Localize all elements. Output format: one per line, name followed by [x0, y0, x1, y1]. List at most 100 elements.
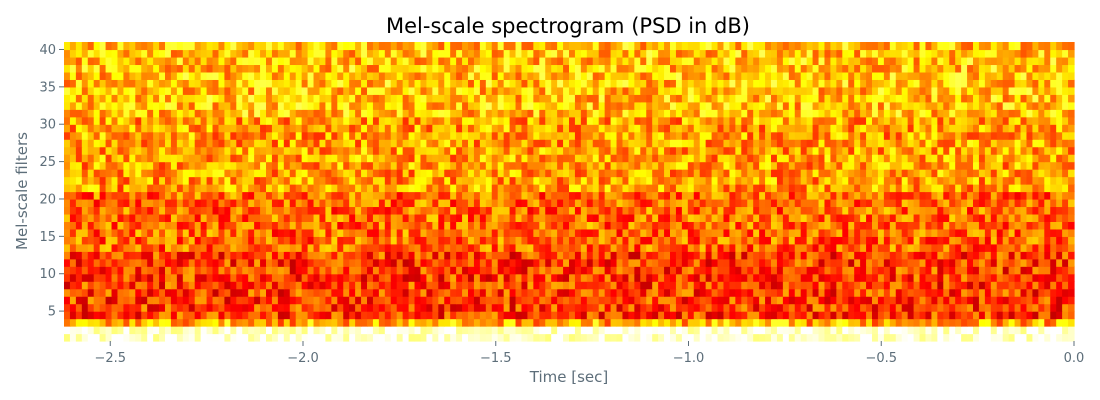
- heatmap-cell: [1026, 124, 1034, 133]
- heatmap-cell: [266, 311, 273, 320]
- heatmap-cell: [99, 206, 107, 215]
- heatmap-cell: [402, 318, 410, 327]
- heatmap-cell: [854, 288, 861, 297]
- heatmap-cell: [182, 303, 190, 312]
- heatmap-cell: [81, 228, 89, 237]
- heatmap-cell: [747, 288, 754, 297]
- heatmap-cell: [753, 131, 760, 140]
- heatmap-cell: [872, 169, 879, 178]
- heatmap-cell: [877, 251, 885, 260]
- heatmap-cell: [580, 236, 588, 245]
- heatmap-cell: [266, 124, 273, 133]
- heatmap-cell: [515, 311, 523, 320]
- heatmap-cell: [824, 139, 832, 148]
- heatmap-cell: [289, 326, 297, 335]
- heatmap-cell: [129, 176, 136, 185]
- heatmap-cell: [117, 131, 125, 140]
- heatmap-cell: [491, 296, 499, 305]
- heatmap-cell: [782, 213, 790, 222]
- heatmap-cell: [699, 273, 707, 282]
- heatmap-cell: [717, 311, 725, 320]
- heatmap-cell: [468, 288, 475, 297]
- heatmap-cell: [188, 228, 196, 237]
- heatmap-cell: [741, 131, 748, 140]
- heatmap-cell: [699, 176, 707, 185]
- heatmap-cell: [533, 326, 540, 335]
- heatmap-cell: [907, 198, 915, 208]
- heatmap-cell: [836, 228, 843, 237]
- heatmap-cell: [384, 169, 392, 178]
- heatmap-cell: [705, 303, 713, 312]
- heatmap-cell: [165, 191, 172, 200]
- heatmap-cell: [741, 266, 748, 275]
- heatmap-cell: [473, 258, 481, 267]
- heatmap-cell: [759, 251, 766, 260]
- heatmap-cell: [1020, 124, 1028, 133]
- heatmap-cell: [343, 116, 350, 125]
- heatmap-cell: [384, 139, 392, 148]
- heatmap-cell: [230, 139, 237, 148]
- heatmap-cell: [456, 191, 463, 200]
- heatmap-cell: [105, 326, 113, 335]
- heatmap-cell: [491, 198, 499, 208]
- heatmap-cell: [848, 236, 855, 245]
- heatmap-cell: [670, 243, 677, 252]
- heatmap-cell: [818, 318, 826, 327]
- heatmap-cell: [87, 318, 95, 327]
- heatmap-cell: [159, 243, 166, 252]
- heatmap-cell: [349, 139, 356, 148]
- heatmap-cell: [866, 296, 873, 305]
- heatmap-cell: [378, 288, 386, 297]
- heatmap-cell: [218, 303, 226, 312]
- heatmap-cell: [372, 273, 380, 282]
- heatmap-cell: [1038, 296, 1045, 305]
- heatmap-cell: [1056, 236, 1063, 245]
- heatmap-cell: [212, 131, 220, 140]
- heatmap-cell: [640, 303, 647, 312]
- heatmap-cell: [1038, 146, 1045, 155]
- heatmap-cell: [159, 296, 166, 305]
- heatmap-cell: [961, 296, 968, 305]
- heatmap-cell: [414, 251, 422, 260]
- heatmap-cell: [462, 333, 469, 342]
- heatmap-cell: [794, 169, 802, 178]
- heatmap-cell: [610, 243, 618, 252]
- heatmap-cell: [753, 206, 760, 215]
- heatmap-cell: [218, 258, 226, 267]
- heatmap-cell: [473, 184, 481, 193]
- heatmap-cell: [931, 184, 938, 193]
- heatmap-cell: [1020, 258, 1028, 267]
- heatmap-cell: [574, 243, 582, 252]
- heatmap-cell: [687, 176, 695, 185]
- heatmap-cell: [664, 213, 671, 222]
- heatmap-cell: [610, 228, 618, 237]
- heatmap-cell: [1038, 303, 1045, 312]
- heatmap-cell: [456, 176, 463, 185]
- heatmap-cell: [557, 191, 564, 200]
- heatmap-cell: [236, 191, 243, 200]
- heatmap-cell: [729, 326, 736, 335]
- heatmap-cell: [711, 169, 719, 178]
- heatmap-cell: [937, 243, 944, 252]
- heatmap-cell: [170, 161, 178, 170]
- heatmap-cell: [390, 154, 398, 163]
- heatmap-cell: [699, 281, 707, 290]
- heatmap-cell: [604, 221, 612, 230]
- heatmap-cell: [622, 124, 630, 133]
- heatmap-cell: [687, 139, 695, 148]
- heatmap-cell: [788, 146, 796, 155]
- heatmap-cell: [681, 243, 689, 252]
- heatmap-cell: [699, 124, 707, 133]
- heatmap-cell: [289, 273, 297, 282]
- heatmap-cell: [919, 311, 927, 320]
- heatmap-cell: [325, 116, 332, 125]
- heatmap-cell: [289, 228, 297, 237]
- heatmap-cell: [907, 318, 915, 327]
- heatmap-cell: [147, 273, 154, 282]
- heatmap-cell: [717, 139, 725, 148]
- heatmap-cell: [854, 273, 861, 282]
- heatmap-cell: [1014, 243, 1022, 252]
- heatmap-cell: [895, 266, 903, 275]
- heatmap-cell: [75, 184, 83, 193]
- heatmap-cell: [545, 169, 552, 178]
